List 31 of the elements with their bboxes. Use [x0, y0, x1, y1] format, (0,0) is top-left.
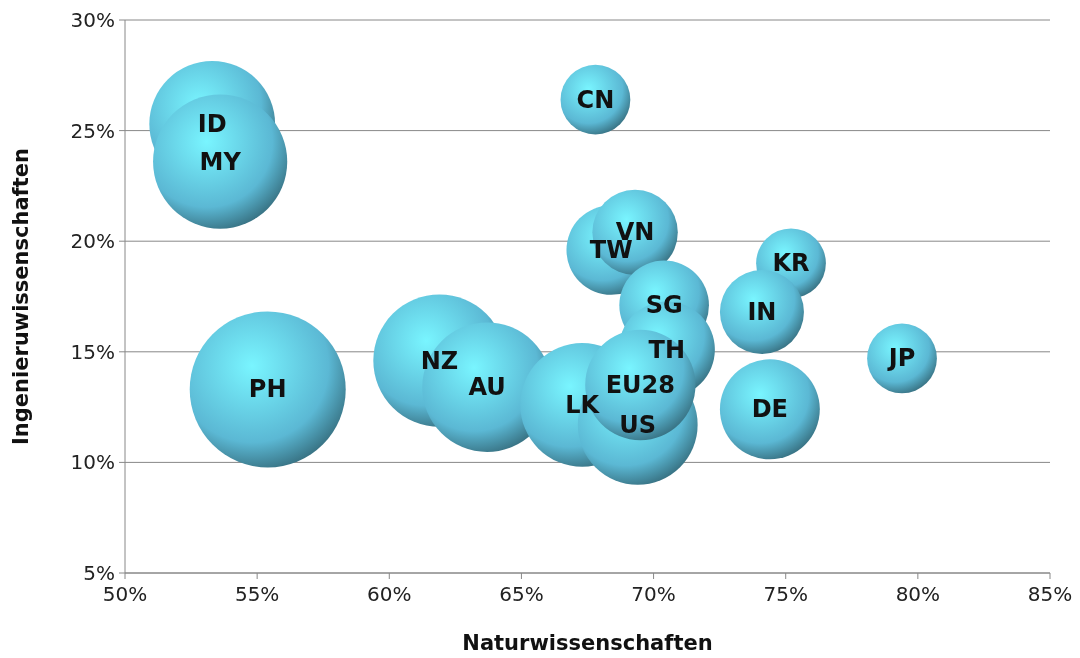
y-axis-title: Ingenieruwissenschaften: [9, 148, 33, 445]
series-label: EU28: [605, 370, 675, 399]
series-label: JP: [886, 344, 916, 373]
series-label: SG: [645, 291, 683, 320]
x-tick-label: 50%: [102, 582, 148, 606]
x-tick-label: 65%: [499, 582, 544, 606]
x-tick-label: 60%: [367, 582, 412, 606]
series-label: TH: [648, 335, 686, 364]
series-label: KR: [772, 249, 810, 278]
series-label: CN: [576, 85, 615, 114]
x-tick-label: 75%: [763, 582, 808, 606]
x-tick-label: 85%: [1027, 582, 1073, 606]
y-tick-label: 30%: [70, 8, 115, 32]
y-tick-label: 20%: [70, 229, 115, 254]
series-label: NZ: [420, 346, 459, 375]
x-tick-label: 55%: [234, 582, 280, 606]
x-axis-title: Naturwissenschaften: [462, 631, 713, 655]
series-label: US: [619, 410, 657, 439]
series-label: AU: [468, 373, 506, 402]
series-label: ID: [197, 109, 227, 138]
y-tick-label: 15%: [70, 339, 115, 364]
x-tick-label: 80%: [895, 582, 941, 606]
series-label: DE: [751, 395, 789, 424]
y-tick-label: 5%: [83, 561, 115, 585]
x-tick-label: 70%: [631, 582, 676, 606]
y-tick-label: 25%: [70, 118, 115, 143]
series-label: MY: [199, 147, 242, 176]
series-label: IN: [747, 297, 777, 326]
y-tick-label: 10%: [70, 450, 115, 475]
series-label: PH: [248, 375, 287, 404]
series-label: LK: [565, 390, 601, 419]
